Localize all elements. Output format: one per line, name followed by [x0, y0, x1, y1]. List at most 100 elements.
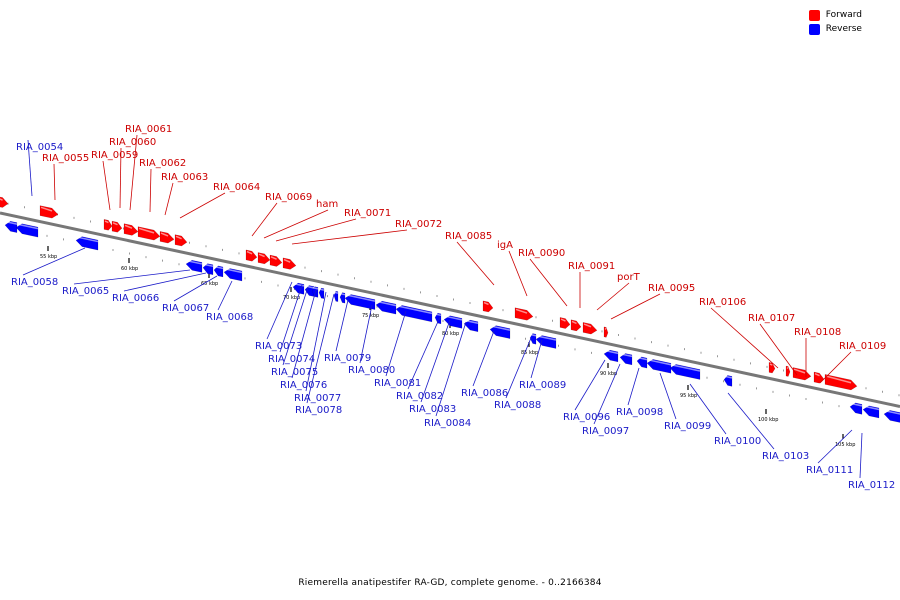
forward-leader-line	[129, 134, 138, 211]
reverse-leader-line	[574, 359, 606, 411]
forward-gene-arrow-highlight	[112, 222, 118, 226]
forward-gene-arrow-body	[0, 196, 9, 208]
forward-gene-arrow-highlight	[814, 373, 820, 377]
reverse-gene-arrow	[603, 349, 619, 363]
reverse-gene-arrow	[723, 375, 733, 387]
forward-gene-label: RIA_0055	[42, 153, 89, 164]
reverse-leader-line	[282, 286, 309, 366]
reverse-gene-arrow-body	[344, 294, 376, 310]
reverse-leader-line	[27, 139, 33, 197]
reverse-gene-arrow	[318, 287, 325, 299]
forward-gene-arrow-highlight	[0, 198, 3, 201]
forward-leader-line	[275, 218, 357, 242]
reverse-leader-line	[266, 281, 293, 340]
reverse-gene-label: RIA_0086	[461, 388, 508, 399]
forward-leader-line	[291, 229, 408, 245]
kbp-label: 70 kbp	[283, 295, 300, 301]
reverse-leader-line	[593, 363, 621, 425]
reverse-gene-arrow	[395, 305, 433, 323]
reverse-gene-label: RIA_0067	[162, 303, 209, 314]
forward-leader-line	[102, 160, 111, 211]
reverse-leader-line	[335, 299, 349, 352]
reverse-gene-arrow-highlight	[884, 410, 900, 415]
reverse-gene-arrow-highlight	[203, 263, 214, 268]
reverse-gene-arrow-body	[529, 333, 537, 345]
reverse-gene-label: RIA_0084	[424, 418, 471, 429]
forward-gene-label: RIA_0072	[395, 219, 442, 230]
reverse-gene-arrow-highlight	[724, 375, 733, 379]
reverse-gene-label: RIA_0074	[268, 354, 315, 365]
reverse-gene-label: RIA_0076	[280, 380, 327, 391]
reverse-gene-label: RIA_0079	[324, 353, 371, 364]
kbp-label: 65 kbp	[201, 281, 218, 287]
forward-gene-label: RIA_0108	[794, 327, 841, 338]
forward-leader-line	[596, 282, 630, 311]
reverse-gene-arrow-highlight	[312, 287, 319, 290]
forward-leader-line	[610, 293, 661, 320]
forward-gene-arrow	[824, 374, 858, 391]
reverse-gene-label: RIA_0073	[255, 341, 302, 352]
reverse-leader-line	[73, 269, 191, 285]
reverse-gene-arrow	[849, 402, 863, 415]
reverse-leader-line	[859, 432, 863, 479]
reverse-gene-arrow	[15, 223, 39, 238]
reverse-swatch	[808, 23, 820, 35]
reverse-gene-label: RIA_0097	[582, 426, 629, 437]
reverse-gene-arrow-highlight	[5, 221, 18, 225]
reverse-leader-line	[407, 316, 441, 390]
reverse-gene-arrow-body	[669, 364, 701, 380]
reverse-gene-label: RIA_0082	[396, 391, 443, 402]
forward-gene-arrow	[257, 252, 271, 265]
reverse-gene-arrow-body	[333, 290, 339, 302]
forward-gene-arrow-highlight	[515, 308, 528, 314]
reverse-gene-arrow-highlight	[670, 364, 701, 372]
reverse-gene-arrow-body	[311, 286, 319, 298]
legend-forward: Forward	[808, 8, 862, 22]
forward-gene-arrow-highlight	[246, 250, 253, 255]
forward-swatch	[808, 9, 820, 21]
forward-gene-arrow	[282, 257, 297, 270]
forward-gene-arrow	[103, 219, 113, 231]
reverse-gene-arrow-highlight	[224, 268, 243, 274]
reverse-leader-line	[306, 293, 335, 404]
reverse-gene-arrow-highlight	[340, 293, 346, 296]
forward-gene-arrow	[245, 249, 258, 262]
forward-gene-arrow-highlight	[560, 318, 566, 322]
forward-gene-label: RIA_0059	[91, 150, 138, 161]
forward-gene-arrow-highlight	[258, 253, 265, 258]
reverse-leader-line	[472, 330, 495, 387]
forward-gene-arrow	[785, 365, 791, 377]
reverse-gene-arrow-body	[318, 287, 325, 299]
forward-leader-line	[164, 182, 174, 216]
reverse-gene-arrow-highlight	[334, 291, 339, 294]
legend-forward-label: Forward	[825, 10, 862, 20]
reverse-gene-arrow-highlight	[305, 285, 315, 289]
reverse-gene-label: RIA_0089	[519, 380, 566, 391]
kbp-label: 90 kbp	[600, 371, 617, 377]
forward-gene-label: RIA_0106	[699, 297, 746, 308]
forward-gene-arrow-highlight	[769, 363, 773, 366]
reverse-gene-arrow	[646, 359, 672, 374]
forward-leader-line	[819, 351, 852, 384]
reverse-gene-arrow-highlight	[530, 333, 537, 337]
forward-gene-label: RIA_0062	[139, 158, 186, 169]
reverse-gene-label: RIA_0077	[294, 393, 341, 404]
forward-gene-arrow-highlight	[124, 224, 133, 229]
reverse-gene-arrow-body	[434, 312, 442, 325]
reverse-gene-arrow	[4, 220, 18, 233]
reverse-gene-arrow	[535, 335, 557, 349]
forward-gene-label: porT	[617, 272, 641, 283]
forward-gene-arrow	[482, 300, 494, 313]
reverse-gene-label: RIA_0088	[494, 400, 541, 411]
forward-gene-label: RIA_0109	[839, 341, 886, 352]
forward-gene-arrow-highlight	[138, 227, 155, 234]
reverse-leader-line	[385, 310, 407, 377]
forward-gene-arrow-highlight	[283, 258, 291, 263]
forward-gene-arrow-body	[768, 362, 776, 374]
reverse-leader-line	[305, 291, 327, 392]
reverse-leader-line	[420, 319, 451, 403]
reverse-gene-arrow-body	[395, 305, 433, 323]
reverse-gene-label: RIA_0058	[11, 277, 58, 288]
forward-gene-label: RIA_0069	[265, 192, 312, 203]
reverse-gene-arrow-highlight	[214, 265, 224, 270]
